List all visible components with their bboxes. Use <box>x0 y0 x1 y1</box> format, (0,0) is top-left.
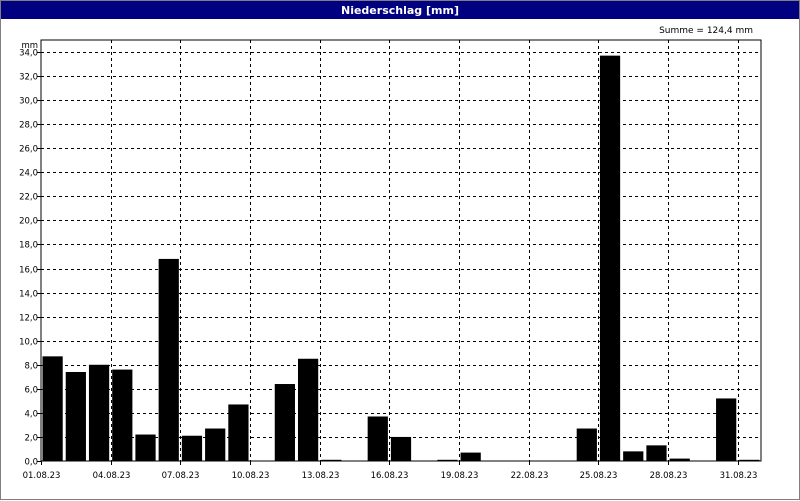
plot-area <box>40 39 762 462</box>
y-tick-label: 4,0 <box>24 410 38 420</box>
bar-16.08.23 <box>390 436 412 461</box>
bar-31.08.23 <box>739 459 760 461</box>
x-tick-label: 13.08.23 <box>302 471 340 481</box>
bar-26.08.23 <box>623 451 644 461</box>
y-tick-label: 6,0 <box>24 386 38 396</box>
x-tick-label: 19.08.23 <box>441 471 479 481</box>
y-tick-label: 10,0 <box>19 338 38 348</box>
x-tick-label: 31.08.23 <box>720 471 758 481</box>
y-tick-label: 24,0 <box>19 169 38 179</box>
y-tick-label: 34,0 <box>19 49 38 59</box>
bar-02.08.23 <box>65 371 86 461</box>
y-tick-label: 14,0 <box>19 290 38 300</box>
bar-25.08.23 <box>599 55 621 461</box>
x-tick-label: 04.08.23 <box>93 471 131 481</box>
bar-27.08.23 <box>646 445 667 461</box>
y-tick-label: 8,0 <box>24 362 38 372</box>
bar-12.08.23 <box>297 358 319 461</box>
sum-label: Summe = 124,4 mm <box>659 26 753 36</box>
bar-01.08.23 <box>42 356 63 461</box>
y-tick-label: 12,0 <box>19 314 38 324</box>
chart-title: Niederschlag [mm] <box>1 1 799 19</box>
y-tick-label: 0,0 <box>24 458 38 468</box>
y-axis-label: mm <box>21 41 38 51</box>
x-tick-label: 28.08.23 <box>650 471 688 481</box>
bar-15.08.23 <box>367 416 388 461</box>
bar-19.08.23 <box>460 452 481 461</box>
bar-24.08.23 <box>576 428 597 461</box>
x-tick-label: 01.08.23 <box>23 471 61 481</box>
bar-03.08.23 <box>88 364 110 461</box>
y-tick-label: 20,0 <box>19 217 38 227</box>
y-tick-label: 32,0 <box>19 73 38 83</box>
y-tick-label: 22,0 <box>19 193 38 203</box>
bar-09.08.23 <box>228 404 249 461</box>
y-tick-label: 16,0 <box>19 266 38 276</box>
x-tick-label: 16.08.23 <box>371 471 409 481</box>
x-tick-label: 22.08.23 <box>511 471 549 481</box>
bar-28.08.23 <box>669 458 690 461</box>
y-tick-label: 2,0 <box>24 434 38 444</box>
x-tick-label: 07.08.23 <box>162 471 200 481</box>
bar-18.08.23 <box>437 459 458 461</box>
bar-07.08.23 <box>181 435 203 461</box>
y-tick-label: 28,0 <box>19 121 38 131</box>
bar-30.08.23 <box>716 398 737 461</box>
plot-border <box>40 39 762 462</box>
bar-06.08.23 <box>158 258 179 461</box>
y-tick-label: 30,0 <box>19 97 38 107</box>
y-tick-label: 26,0 <box>19 145 38 155</box>
bar-08.08.23 <box>205 428 226 461</box>
x-tick-label: 10.08.23 <box>232 471 270 481</box>
bar-04.08.23 <box>112 369 133 461</box>
bar-05.08.23 <box>135 434 156 461</box>
bar-13.08.23 <box>321 459 342 461</box>
x-tick-label: 25.08.23 <box>580 471 618 481</box>
y-tick-label: 18,0 <box>19 241 38 251</box>
bar-11.08.23 <box>274 384 295 461</box>
